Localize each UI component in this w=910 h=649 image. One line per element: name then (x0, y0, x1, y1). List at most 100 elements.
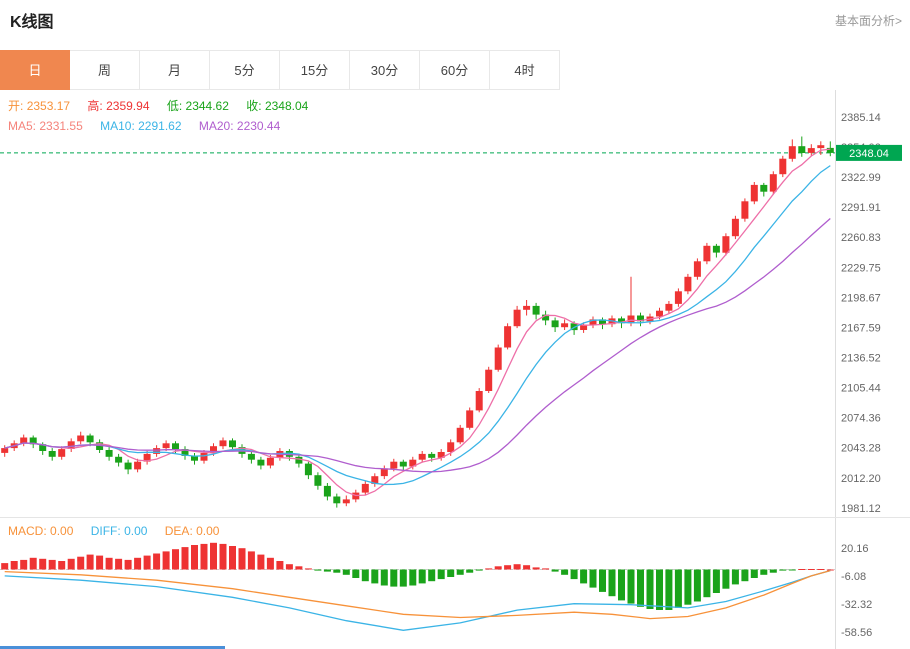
macd-bar (172, 549, 179, 570)
macd-bar (39, 558, 47, 570)
macd-bar (750, 569, 758, 578)
macd-bar (637, 569, 644, 607)
macd-bar (352, 569, 360, 578)
macd-bar (542, 568, 550, 570)
macd-bar (96, 555, 104, 570)
candle-body (342, 499, 350, 504)
macd-bar (456, 569, 464, 575)
current-price-tag (836, 144, 902, 161)
macd-bar (67, 558, 75, 570)
candle-body (266, 457, 274, 466)
candle-body (807, 148, 815, 153)
candle-body (153, 448, 161, 454)
macd-bar (361, 569, 369, 582)
macd-bar (333, 569, 341, 573)
dea-line (4, 569, 831, 620)
candle-body (58, 449, 66, 457)
chart-scrollbar-thumb[interactable] (0, 646, 225, 649)
candle-body (29, 437, 37, 445)
tab-60min[interactable]: 60分 (420, 50, 490, 90)
price-axis-tick: 2012.20 (841, 473, 881, 485)
macd-axis-tick: -58.56 (841, 627, 872, 639)
candle-body (684, 276, 692, 292)
macd-bar (380, 569, 388, 586)
macd-bar (181, 547, 189, 570)
candle-body (674, 291, 682, 304)
candle-body (333, 496, 341, 504)
ma20-value: MA20: 2230.44 (198, 119, 281, 133)
candle-body (561, 323, 569, 328)
macd-bar (646, 569, 654, 609)
macd-bar (314, 569, 322, 571)
candle-body (115, 456, 123, 463)
macd-bar (58, 561, 66, 570)
macd-bar (409, 569, 417, 586)
fundamental-analysis-link[interactable]: 基本面分析> (834, 14, 902, 28)
macd-bar (466, 569, 474, 573)
macd-bar (115, 558, 123, 570)
price-axis-tick: 2105.44 (841, 383, 881, 395)
price-axis-tick: 2322.99 (841, 172, 881, 184)
candle-body (162, 443, 170, 449)
candle-body (542, 314, 550, 321)
candle-body (210, 446, 217, 453)
tab-4hour[interactable]: 4时 (490, 50, 560, 90)
macd-bar (447, 569, 455, 577)
candle-body (437, 452, 445, 458)
candle-body (750, 184, 758, 202)
macd-bar (210, 542, 217, 570)
candle-body (200, 453, 208, 461)
macd-bar (238, 548, 246, 570)
macd-bar (532, 567, 540, 570)
candle-body (551, 320, 559, 328)
candle-body (741, 201, 749, 219)
macd-bar (418, 569, 426, 584)
macd-bar (20, 559, 28, 570)
candle-body (257, 459, 265, 466)
candle-body (513, 309, 521, 327)
macd-bar (219, 543, 227, 570)
candle-body (181, 449, 189, 456)
candle-body (637, 315, 644, 322)
macd-bar (276, 561, 284, 570)
macd-bar (342, 569, 350, 575)
macd-bar (371, 569, 379, 584)
diff-line (4, 569, 831, 631)
candle-body (124, 462, 132, 470)
tab-month[interactable]: 月 (140, 50, 210, 90)
candle-body (295, 456, 303, 464)
tab-5min[interactable]: 5分 (210, 50, 280, 90)
macd-value: MACD: 0.00 (8, 524, 74, 538)
candle-body (466, 410, 474, 428)
candle-body (779, 158, 787, 175)
candle-body (105, 450, 113, 457)
macd-bar (1, 563, 9, 570)
macd-bar (798, 569, 806, 570)
candle-body (134, 461, 142, 470)
tab-week[interactable]: 周 (70, 50, 140, 90)
candle-body (86, 435, 94, 443)
candle-body (788, 146, 796, 159)
candle-body (96, 442, 104, 450)
macd-bar (665, 569, 673, 610)
candle-body (428, 453, 436, 458)
macd-bar (826, 569, 834, 571)
tab-30min[interactable]: 30分 (350, 50, 420, 90)
dea-value: DEA: 0.00 (164, 524, 220, 538)
tab-day[interactable]: 日 (0, 50, 70, 90)
candle-body (409, 459, 417, 467)
macd-bar (437, 569, 445, 580)
macd-bar (551, 569, 559, 572)
tab-15min[interactable]: 15分 (280, 50, 350, 90)
candle-body (722, 236, 730, 253)
candle-body (656, 310, 663, 317)
price-axis-tick: 2385.14 (841, 112, 881, 124)
macd-bar (200, 543, 208, 570)
price-axis-tick: 1981.12 (841, 503, 881, 515)
macd-axis-tick: -6.08 (841, 571, 866, 583)
macd-bar (29, 557, 37, 570)
candle-body (485, 369, 493, 391)
candle-body (314, 475, 322, 486)
macd-bar (247, 551, 255, 570)
